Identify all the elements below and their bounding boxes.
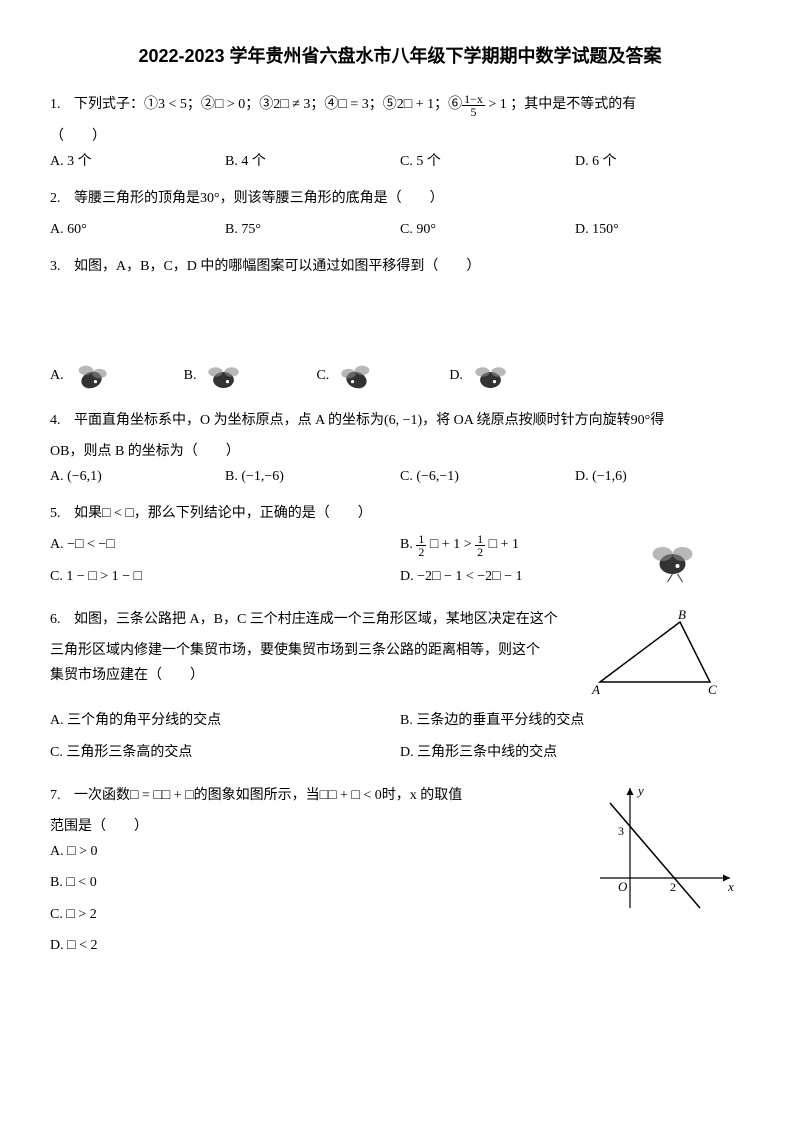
question-4: 4. 平面直角坐标系中，O 为坐标原点，点 A 的坐标为(6, −1)，将 OA… <box>50 408 750 490</box>
q7-num: 7. <box>50 788 61 803</box>
q3-body: 如图，A，B，C，D 中的哪幅图案可以通过如图平移得到（ ） <box>74 259 480 274</box>
q1-num: 1. <box>50 97 61 112</box>
q2-option-c: C. 90° <box>400 217 575 242</box>
origin-label: O <box>618 879 628 894</box>
q4-options: A. (−6,1) B. (−1,−6) C. (−6,−1) D. (−1,6… <box>50 464 750 489</box>
question-3: 3. 如图，A，B，C，D 中的哪幅图案可以通过如图平移得到（ ） A. B. … <box>50 254 750 395</box>
q6-option-a: A. 三个角的角平分线的交点 <box>50 708 400 733</box>
q6-option-c: C. 三角形三条高的交点 <box>50 740 400 765</box>
q1-frac-den: 5 <box>462 106 485 118</box>
q2-option-d: D. 150° <box>575 217 750 242</box>
q5-option-c: C. 1 − □ > 1 − □ <box>50 564 400 589</box>
q5-optb-pre: B. <box>400 537 416 552</box>
q5-option-b: B. 12 □ + 1 > 12 □ + 1 <box>400 532 750 557</box>
vertex-b: B <box>678 607 686 622</box>
q1-option-c: C. 5 个 <box>400 149 575 174</box>
q2-num: 2. <box>50 191 61 206</box>
q1-option-a: A. 3 个 <box>50 149 225 174</box>
q1-fraction: 1−x5 <box>462 93 485 118</box>
q3-opt-a-label: A. <box>50 363 64 388</box>
q2-option-b: B. 75° <box>225 217 400 242</box>
q5-frac2: 12 <box>475 533 485 558</box>
q3-option-c: C. <box>316 356 379 396</box>
q5-frac1: 12 <box>416 533 426 558</box>
triangle-diagram: A B C <box>590 607 720 697</box>
q4-body-2: OB，则点 B 的坐标为（ ） <box>50 439 750 464</box>
bee-icon-d <box>468 356 513 396</box>
q3-opt-d-label: D. <box>449 363 463 388</box>
q1-text: 1. 下列式子：①3 < 5；②□ > 0；③2□ ≠ 3；④□ = 3；⑤2□… <box>50 92 750 117</box>
vertex-c: C <box>708 682 717 697</box>
q2-option-a: A. 60° <box>50 217 225 242</box>
q4-num: 4. <box>50 413 61 428</box>
q3-option-d: D. <box>449 356 513 396</box>
q3-option-a: A. <box>50 356 114 396</box>
question-5: 5. 如果□ < □，那么下列结论中，正确的是（ ） A. −□ < −□ B.… <box>50 501 750 595</box>
q4-body-1: 平面直角坐标系中，O 为坐标原点，点 A 的坐标为(6, −1)，将 OA 绕原… <box>74 413 664 428</box>
question-7: x y O 2 3 7. 一次函数□ = □□ + □的图象如图所示，当□□ +… <box>50 783 750 958</box>
q1-frac-after: > 1 <box>488 97 506 112</box>
q5-option-a: A. −□ < −□ <box>50 532 400 557</box>
q3-opt-c-label: C. <box>316 363 329 388</box>
bee-icon-c <box>334 356 379 396</box>
q5-option-d: D. −2□ − 1 < −2□ − 1 <box>400 564 750 589</box>
q4-option-c: C. (−6,−1) <box>400 464 575 489</box>
question-6: A B C 6. 如图，三条公路把 A，B，C 三个村庄连成一个三角形区域，某地… <box>50 607 750 771</box>
q1-option-d: D. 6 个 <box>575 149 750 174</box>
axis-y-label: y <box>636 783 644 798</box>
q1-frac-num: 1−x <box>462 93 485 106</box>
q2-text: 2. 等腰三角形的顶角是30°，则该等腰三角形的底角是（ ） <box>50 186 750 211</box>
q7-option-d: D. □ < 2 <box>50 933 750 958</box>
q2-options: A. 60° B. 75° C. 90° D. 150° <box>50 217 750 242</box>
question-2: 2. 等腰三角形的顶角是30°，则该等腰三角形的底角是（ ） A. 60° B.… <box>50 186 750 242</box>
q6-num: 6. <box>50 612 61 627</box>
q5-num: 5. <box>50 506 61 521</box>
page-title: 2022-2023 学年贵州省六盘水市八年级下学期期中数学试题及答案 <box>50 40 750 72</box>
bee-icon-b <box>201 356 246 396</box>
q5-text: 5. 如果□ < □，那么下列结论中，正确的是（ ） <box>50 501 750 526</box>
q4-text: 4. 平面直角坐标系中，O 为坐标原点，点 A 的坐标为(6, −1)，将 OA… <box>50 408 750 433</box>
q3-text: 3. 如图，A，B，C，D 中的哪幅图案可以通过如图平移得到（ ） <box>50 254 750 279</box>
q4-option-a: A. (−6,1) <box>50 464 225 489</box>
question-1: 1. 下列式子：①3 < 5；②□ > 0；③2□ ≠ 3；④□ = 3；⑤2□… <box>50 92 750 174</box>
q6-body-1: 如图，三条公路把 A，B，C 三个村庄连成一个三角形区域，某地区决定在这个 <box>74 612 558 627</box>
q4-option-d: D. (−1,6) <box>575 464 750 489</box>
q5-body: 如果□ < □，那么下列结论中，正确的是（ ） <box>74 506 372 521</box>
q3-opt-b-label: B. <box>184 363 197 388</box>
q1-body-1: 下列式子：①3 < 5；②□ > 0；③2□ ≠ 3；④□ = 3；⑤2□ + … <box>74 97 462 112</box>
q1-blank: （ ） <box>50 124 750 149</box>
tick-x-label: 2 <box>670 880 676 894</box>
graph-diagram: x y O 2 3 <box>590 783 740 913</box>
q3-option-b: B. <box>184 356 247 396</box>
tick-y-label: 3 <box>618 824 624 838</box>
q7-body-1: 一次函数□ = □□ + □的图象如图所示，当□□ + □ < 0时，x 的取值 <box>74 788 462 803</box>
q2-body: 等腰三角形的顶角是30°，则该等腰三角形的底角是（ ） <box>74 191 444 206</box>
bee-icon-a <box>69 356 114 396</box>
q4-option-b: B. (−1,−6) <box>225 464 400 489</box>
q1-option-b: B. 4 个 <box>225 149 400 174</box>
vertex-a: A <box>591 682 600 697</box>
q1-options: A. 3 个 B. 4 个 C. 5 个 D. 6 个 <box>50 149 750 174</box>
q6-option-b: B. 三条边的垂直平分线的交点 <box>400 708 750 733</box>
q6-option-d: D. 三角形三条中线的交点 <box>400 740 750 765</box>
q1-body-2: ；其中是不等式的有 <box>510 97 636 112</box>
q3-num: 3. <box>50 259 61 274</box>
q3-options: A. B. C. D. <box>50 356 750 396</box>
axis-x-label: x <box>727 879 734 894</box>
